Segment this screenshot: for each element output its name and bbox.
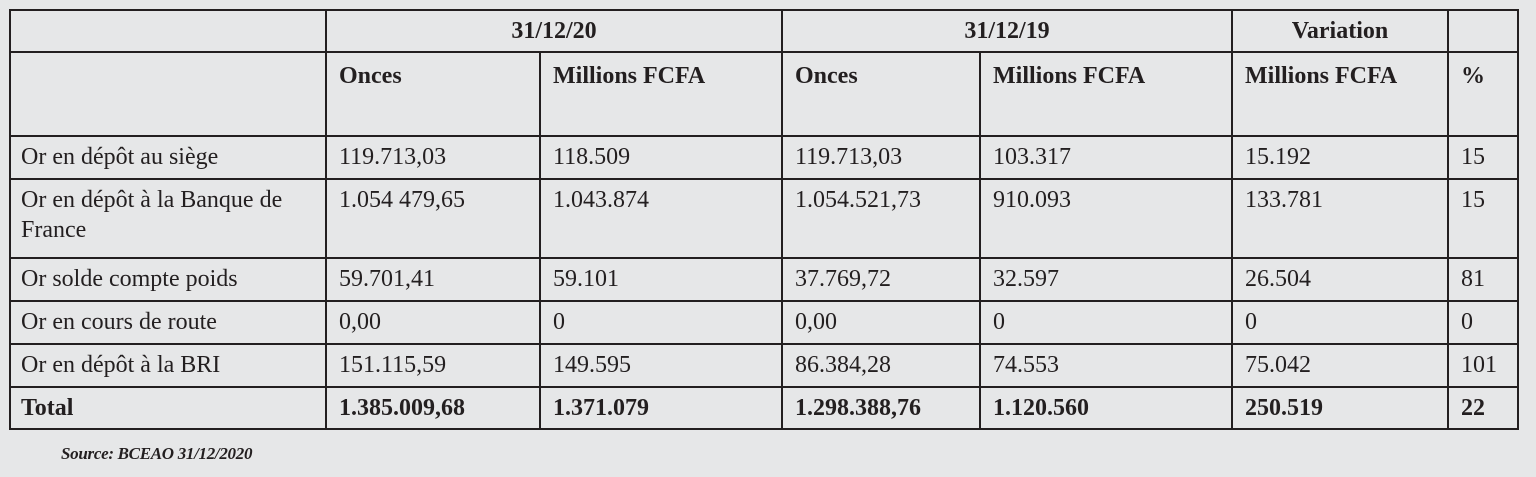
cell-millions-2020: 59.101 (539, 257, 783, 302)
subheader-millions-variation: Millions FCFA (1231, 51, 1449, 137)
table-row: Or solde compte poids 59.701,41 59.101 3… (9, 257, 1519, 302)
header-row-dates: 31/12/20 31/12/19 Variation (9, 9, 1519, 53)
cell-onces-2020: 151.115,59 (325, 343, 541, 388)
cell-millions-2020: 118.509 (539, 135, 783, 180)
header-date-2019: 31/12/19 (781, 9, 1233, 53)
cell-variation-pct: 15 (1447, 135, 1519, 180)
cell-variation-millions: 133.781 (1231, 178, 1449, 259)
cell-onces-2020: 0,00 (325, 300, 541, 345)
cell-variation-pct: 101 (1447, 343, 1519, 388)
table-row: Or en dépôt au siège 119.713,03 118.509 … (9, 135, 1519, 180)
cell-variation-millions: 0 (1231, 300, 1449, 345)
row-label: Or solde compte poids (9, 257, 327, 302)
cell-millions-2019: 0 (979, 300, 1233, 345)
cell-variation-millions: 75.042 (1231, 343, 1449, 388)
table-row: Or en dépôt à la BRI 151.115,59 149.595 … (9, 343, 1519, 388)
row-label: Or en cours de route (9, 300, 327, 345)
header-date-2020: 31/12/20 (325, 9, 783, 53)
cell-onces-2019: 86.384,28 (781, 343, 981, 388)
subheader-onces-2019: Onces (781, 51, 981, 137)
cell-variation-millions: 15.192 (1231, 135, 1449, 180)
cell-variation-millions: 26.504 (1231, 257, 1449, 302)
cell-millions-2019: 74.553 (979, 343, 1233, 388)
cell-millions-2020: 0 (539, 300, 783, 345)
cell-millions-2019: 103.317 (979, 135, 1233, 180)
gold-holdings-table: 31/12/20 31/12/19 Variation Onces Millio… (9, 9, 1519, 430)
cell-onces-2020: 59.701,41 (325, 257, 541, 302)
cell-millions-2020: 1.043.874 (539, 178, 783, 259)
total-onces-2019: 1.298.388,76 (781, 386, 981, 430)
total-label: Total (9, 386, 327, 430)
cell-onces-2019: 1.054.521,73 (781, 178, 981, 259)
total-variation-pct: 22 (1447, 386, 1519, 430)
table-row: Or en dépôt à la Banque de France 1.054 … (9, 178, 1519, 259)
total-onces-2020: 1.385.009,68 (325, 386, 541, 430)
cell-onces-2019: 37.769,72 (781, 257, 981, 302)
cell-millions-2020: 149.595 (539, 343, 783, 388)
row-label: Or en dépôt à la Banque de France (9, 178, 327, 259)
total-row: Total 1.385.009,68 1.371.079 1.298.388,7… (9, 386, 1519, 430)
row-label: Or en dépôt à la BRI (9, 343, 327, 388)
cell-onces-2020: 1.054 479,65 (325, 178, 541, 259)
subheader-empty-cell (9, 51, 327, 137)
row-label: Or en dépôt au siège (9, 135, 327, 180)
cell-millions-2019: 910.093 (979, 178, 1233, 259)
total-variation-millions: 250.519 (1231, 386, 1449, 430)
cell-millions-2019: 32.597 (979, 257, 1233, 302)
source-note: Source: BCEAO 31/12/2020 (61, 444, 253, 463)
subheader-onces-2020: Onces (325, 51, 541, 137)
header-empty-cell (9, 9, 327, 53)
table-row: Or en cours de route 0,00 0 0,00 0 0 0 (9, 300, 1519, 345)
cell-onces-2019: 119.713,03 (781, 135, 981, 180)
header-empty-cell-right (1447, 9, 1519, 53)
cell-variation-pct: 0 (1447, 300, 1519, 345)
cell-variation-pct: 81 (1447, 257, 1519, 302)
total-millions-2019: 1.120.560 (979, 386, 1233, 430)
cell-onces-2019: 0,00 (781, 300, 981, 345)
cell-onces-2020: 119.713,03 (325, 135, 541, 180)
subheader-millions-2019: Millions FCFA (979, 51, 1233, 137)
total-millions-2020: 1.371.079 (539, 386, 783, 430)
header-row-units: Onces Millions FCFA Onces Millions FCFA … (9, 51, 1519, 137)
subheader-percent: % (1447, 51, 1519, 137)
cell-variation-pct: 15 (1447, 178, 1519, 259)
header-variation: Variation (1231, 9, 1449, 53)
subheader-millions-2020: Millions FCFA (539, 51, 783, 137)
